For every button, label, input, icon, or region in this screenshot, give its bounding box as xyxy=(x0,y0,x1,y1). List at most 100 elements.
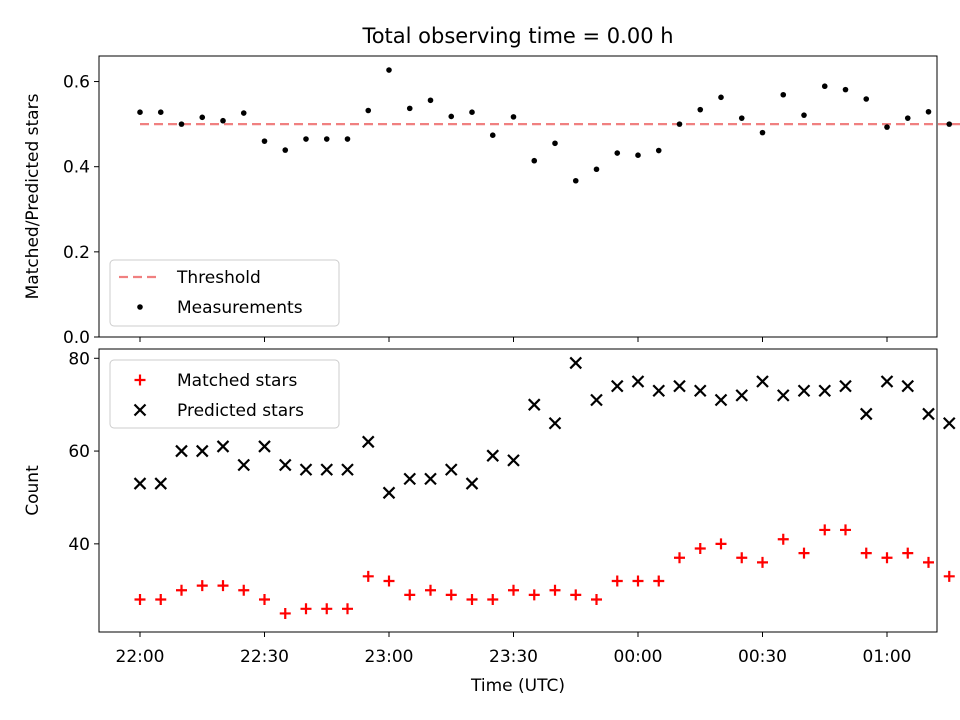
predicted-star-point xyxy=(258,440,271,453)
legend-matched-label: Matched stars xyxy=(177,371,297,391)
measurement-point xyxy=(137,109,143,115)
predicted-star-point xyxy=(818,384,832,398)
matched-star-point xyxy=(134,594,146,606)
measurement-point xyxy=(489,132,496,138)
measurement-point xyxy=(801,112,807,118)
matched-star-point xyxy=(736,552,748,564)
predicted-star-point xyxy=(735,389,749,402)
predicted-star-point xyxy=(673,379,686,393)
x-axis-label: Time (UTC) xyxy=(470,676,565,696)
measurement-point xyxy=(759,129,766,136)
predicted-star-point xyxy=(922,407,935,421)
matched-star-point xyxy=(466,594,478,606)
matched-star-point xyxy=(528,589,540,601)
predicted-star-point xyxy=(133,477,147,490)
measurement-point xyxy=(220,117,226,124)
matched-star-point xyxy=(362,570,374,582)
matched-star-point xyxy=(777,533,789,545)
measurement-point xyxy=(842,86,849,93)
predicted-star-point xyxy=(403,472,417,486)
matched-star-point xyxy=(155,594,167,606)
predicted-star-point xyxy=(714,393,728,407)
legend-predicted-swatch xyxy=(133,403,147,417)
measurement-point xyxy=(552,140,558,147)
matched-star-point xyxy=(611,575,623,587)
matched-star-point xyxy=(445,589,457,601)
plot-frame xyxy=(98,55,938,338)
y-tick-label: 0.4 xyxy=(63,158,90,178)
measurement-point xyxy=(925,108,932,115)
measurement-point xyxy=(655,147,662,154)
predicted-star-point xyxy=(942,416,956,430)
measurement-point xyxy=(780,91,787,98)
x-tick-label: 23:00 xyxy=(365,647,414,667)
matched-star-point xyxy=(902,547,914,559)
predicted-star-point xyxy=(610,379,624,393)
legend-threshold-label: Threshold xyxy=(176,268,261,288)
matched-star-point xyxy=(694,542,706,554)
predicted-star-point xyxy=(839,379,852,393)
measurement-point xyxy=(697,106,704,113)
measurement-point xyxy=(365,107,372,114)
predicted-star-point xyxy=(590,393,603,407)
predicted-star-point xyxy=(652,384,666,398)
measurement-point xyxy=(178,121,185,127)
matched-star-point xyxy=(570,589,582,601)
legend-matched-swatch xyxy=(134,374,146,386)
predicted-star-point xyxy=(278,458,292,472)
bottom-panel: 40 60 80 22:00 22:30 23:00 23:30 00:00 00:30 01:0… xyxy=(23,348,956,696)
measurement-point xyxy=(448,113,455,120)
predicted-star-point xyxy=(548,416,562,430)
matched-star-point xyxy=(591,594,602,606)
measurement-point xyxy=(904,115,911,121)
measurement-point xyxy=(884,124,890,130)
legend-measurements-label: Measurements xyxy=(177,298,303,318)
measurement-point xyxy=(635,152,641,159)
legend-bottom: Matched stars Predicted stars xyxy=(109,359,340,429)
matched-star-point xyxy=(279,607,291,619)
matched-star-point xyxy=(715,538,727,550)
matched-star-point xyxy=(653,575,665,587)
measurement-point xyxy=(240,110,247,116)
x-tick-label: 22:00 xyxy=(116,647,165,667)
measurement-point xyxy=(303,136,309,142)
matched-star-point xyxy=(404,589,416,601)
measurement-point xyxy=(863,96,870,102)
x-tick-label: 22:30 xyxy=(240,647,289,667)
measurement-point xyxy=(344,136,351,142)
measurement-point xyxy=(510,114,517,120)
y-tick-label: 40 xyxy=(68,535,90,555)
matched-star-point xyxy=(798,547,810,559)
measurement-point xyxy=(469,109,475,115)
y-tick-label: 0.0 xyxy=(63,328,90,348)
matched-star-point xyxy=(860,547,872,559)
predicted-star-point xyxy=(154,477,168,490)
matched-star-point xyxy=(632,575,644,587)
matched-star-point xyxy=(259,594,270,606)
predicted-star-point xyxy=(444,463,458,476)
matched-star-point xyxy=(840,524,851,536)
matched-star-point xyxy=(425,584,436,596)
x-tick-label: 23:30 xyxy=(489,647,538,667)
matched-star-point xyxy=(238,584,250,596)
measurement-point xyxy=(427,97,434,104)
matched-star-point xyxy=(819,524,831,536)
matched-star-point xyxy=(321,603,333,615)
matched-star-point xyxy=(176,584,187,596)
measurement-point xyxy=(614,150,621,156)
x-tick-label: 00:00 xyxy=(614,647,663,667)
y-axis-label: Matched/Predicted stars xyxy=(23,93,43,299)
predicted-star-point xyxy=(237,458,251,472)
x-tick-label: 00:30 xyxy=(738,647,787,667)
matched-star-point xyxy=(508,584,519,596)
predicted-star-point xyxy=(631,375,645,388)
predicted-star-point xyxy=(320,463,334,476)
predicted-star-point xyxy=(507,454,520,467)
predicted-star-point xyxy=(901,379,915,393)
legend-top: Threshold Measurements xyxy=(109,259,340,327)
matched-star-point xyxy=(674,552,685,564)
predicted-star-point xyxy=(527,398,541,411)
y-tick-label: 0.2 xyxy=(63,243,90,263)
predicted-star-point xyxy=(880,375,894,388)
